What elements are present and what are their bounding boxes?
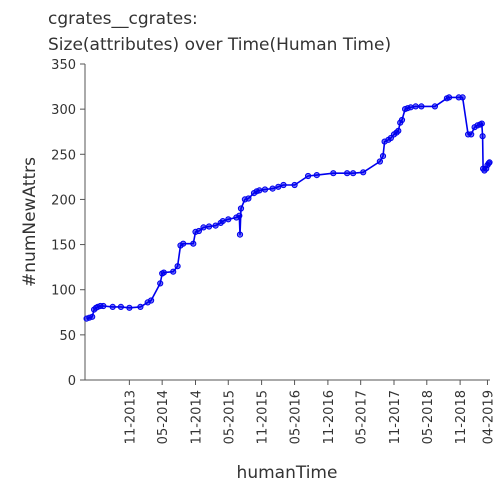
data-point (269, 185, 276, 192)
data-point (379, 153, 387, 160)
x-tick-label: 05-2015 (222, 390, 237, 444)
data-point (398, 116, 406, 124)
data-point (459, 94, 466, 101)
x-axis: 11-2013 05-2014 11-2014 05-2015 11-2015 05-20… (85, 379, 496, 444)
data-point (313, 172, 320, 179)
y-tick-label: 100 (51, 284, 76, 299)
data-point (117, 303, 125, 310)
y-tick-label: 0 (68, 374, 76, 389)
data-point (478, 120, 485, 127)
data-point (157, 280, 164, 287)
data-point (148, 297, 155, 304)
data-point (305, 172, 312, 180)
data-point (407, 104, 414, 111)
data-point (126, 304, 133, 311)
y-tick-label: 50 (59, 329, 76, 344)
series-line (86, 96, 491, 320)
y-axis: 0 50 100 150 200 250 300 350 (51, 58, 86, 389)
data-point (137, 303, 144, 310)
x-axis-label: humanTime (237, 463, 338, 483)
data-point (256, 187, 263, 194)
x-tick-label: 11-2017 (388, 390, 403, 444)
data-point (225, 216, 232, 223)
data-point (468, 131, 475, 138)
y-tick-label: 150 (51, 239, 76, 254)
data-point (195, 227, 202, 235)
data-point (330, 170, 337, 177)
data-point (245, 195, 252, 202)
plot-area (83, 94, 493, 322)
y-tick-label: 300 (51, 103, 76, 118)
y-tick-label: 250 (51, 148, 76, 163)
data-point (89, 313, 96, 320)
data-point (479, 133, 486, 140)
data-point (446, 94, 453, 101)
data-point (344, 170, 351, 177)
data-point (160, 269, 167, 276)
data-point (180, 240, 187, 247)
data-point (261, 186, 269, 193)
x-tick-label: 11-2016 (322, 390, 337, 444)
x-tick-label: 05-2014 (156, 390, 171, 444)
data-point (350, 170, 357, 177)
data-point (412, 103, 419, 110)
x-tick-label: 05-2016 (289, 390, 304, 444)
data-point (291, 181, 298, 189)
data-point (237, 205, 245, 212)
x-tick-label: 11-2013 (123, 390, 138, 444)
data-point (376, 158, 383, 165)
data-point (360, 169, 367, 176)
y-tick-label: 200 (51, 193, 76, 208)
x-tick-label: 11-2015 (256, 390, 271, 444)
data-point (418, 103, 425, 110)
data-point (109, 303, 116, 310)
data-point (486, 159, 493, 166)
data-point (431, 103, 438, 110)
data-point (200, 224, 207, 231)
data-point (212, 222, 219, 229)
data-point (170, 268, 177, 275)
x-tick-label: 04-2019 (481, 390, 496, 444)
y-axis-label: #numNewAttrs (20, 157, 40, 287)
chart-title-line1: cgrates__cgrates: (48, 9, 198, 29)
data-point (275, 183, 282, 190)
x-tick-label: 05-2018 (421, 390, 436, 444)
data-point (174, 263, 181, 270)
data-point (100, 302, 107, 310)
chart-title-line2: Size(attributes) over Time(Human Time) (48, 35, 391, 55)
x-tick-label: 11-2018 (454, 390, 469, 444)
x-tick-label: 05-2017 (355, 390, 370, 444)
y-tick-label: 350 (51, 58, 76, 73)
data-point (206, 223, 213, 230)
data-point (219, 218, 226, 225)
data-point (236, 212, 243, 219)
x-tick-label: 11-2014 (189, 390, 204, 444)
data-point (236, 231, 244, 238)
data-point (190, 240, 197, 247)
data-point (395, 127, 402, 134)
data-point (280, 181, 287, 189)
